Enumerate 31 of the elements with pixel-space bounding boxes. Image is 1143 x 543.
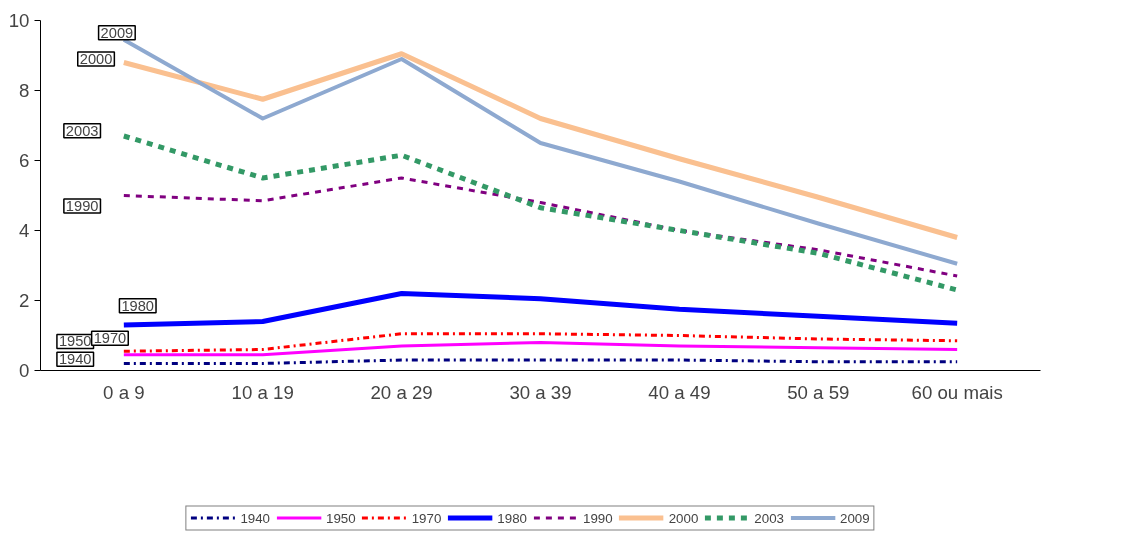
text: 1940 [58, 351, 92, 368]
legend-label: 1990 [583, 510, 613, 525]
y-tick-label: 0 [19, 360, 30, 381]
x-tick-label: 30 a 39 [509, 381, 572, 403]
legend-label: 2009 [839, 510, 870, 525]
line-series [122, 341, 959, 357]
text: 1950 [58, 333, 92, 350]
text: 1970 [93, 330, 127, 347]
text: 2000 [79, 51, 113, 67]
text: 1980 [121, 297, 155, 314]
y-tick-label: 8 [19, 80, 30, 101]
x-tick-label: 40 a 49 [648, 381, 711, 403]
y-tick-label: 2 [19, 290, 30, 311]
x-tick-label: 50 a 59 [787, 381, 850, 403]
y-tick-label: 6 [19, 150, 30, 171]
legend-label: 1980 [497, 510, 527, 525]
x-tick-label: 20 a 29 [370, 381, 433, 403]
legend-label: 1970 [411, 510, 442, 525]
x-tick-label: 10 a 19 [231, 381, 294, 403]
text: 2009 [100, 24, 134, 41]
y-tick-label: 10 [8, 10, 30, 31]
x-tick-label: 60 ou mais [911, 381, 1003, 403]
text: 2003 [65, 122, 99, 139]
x-tick-label: 0 a 9 [103, 381, 145, 403]
legend-label: 1940 [240, 510, 271, 525]
text: 1990 [65, 198, 99, 214]
line-series [122, 176, 959, 278]
legend-label: 2003 [754, 510, 784, 525]
legend-label: 2000 [668, 510, 699, 525]
legend-label: 1950 [326, 510, 356, 525]
y-tick-label: 4 [19, 220, 30, 241]
